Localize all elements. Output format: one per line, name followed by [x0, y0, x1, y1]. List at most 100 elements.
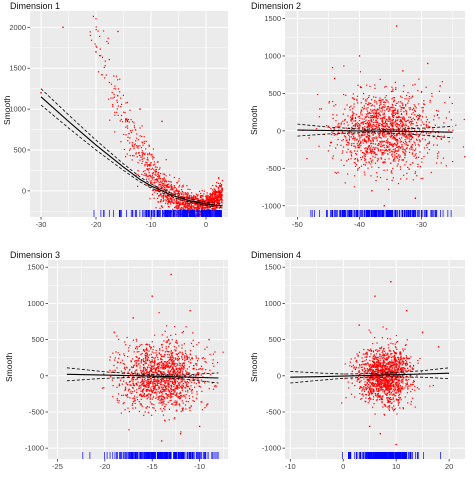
- scatter-point: [206, 200, 207, 201]
- scatter-point: [181, 356, 182, 357]
- scatter-point: [161, 400, 162, 401]
- scatter-point: [154, 179, 155, 180]
- scatter-point: [193, 197, 194, 198]
- scatter-point: [150, 348, 151, 349]
- scatter-point: [180, 393, 181, 394]
- y-axis-label: Smooth: [249, 106, 259, 135]
- scatter-point: [357, 151, 358, 152]
- scatter-point: [394, 151, 395, 152]
- scatter-point: [319, 116, 320, 117]
- scatter-point: [152, 361, 153, 362]
- scatter-point: [133, 381, 134, 382]
- scatter-point: [409, 96, 410, 97]
- scatter-point: [394, 97, 395, 98]
- scatter-point: [347, 115, 348, 116]
- scatter-point: [441, 139, 442, 140]
- scatter-point: [118, 115, 119, 116]
- scatter-point: [201, 366, 202, 367]
- scatter-point: [129, 389, 130, 390]
- scatter-point: [365, 123, 366, 124]
- scatter-point: [364, 105, 365, 106]
- scatter-point: [142, 161, 143, 162]
- scatter-point: [387, 142, 388, 143]
- scatter-point: [360, 143, 361, 144]
- scatter-point: [183, 408, 184, 409]
- scatter-point: [416, 140, 417, 141]
- scatter-point: [344, 135, 345, 136]
- scatter-point: [183, 394, 184, 395]
- scatter-point: [202, 190, 203, 191]
- scatter-point: [144, 170, 145, 171]
- scatter-point: [203, 357, 204, 358]
- scatter-point: [335, 126, 336, 127]
- scatter-point: [385, 102, 386, 103]
- scatter-point: [220, 183, 221, 184]
- scatter-point: [420, 115, 421, 116]
- scatter-point: [415, 171, 416, 172]
- scatter-point: [155, 361, 156, 362]
- scatter-point: [155, 388, 156, 389]
- outlier-point: [208, 339, 209, 340]
- scatter-point: [172, 352, 173, 353]
- scatter-point: [163, 365, 164, 366]
- scatter-point: [190, 362, 191, 363]
- scatter-point: [157, 357, 158, 358]
- scatter-point: [157, 391, 158, 392]
- scatter-point: [346, 128, 347, 129]
- scatter-point: [397, 139, 398, 140]
- scatter-point: [219, 195, 220, 196]
- plot-background: [285, 11, 465, 217]
- scatter-point: [155, 169, 156, 170]
- scatter-point: [189, 373, 190, 374]
- scatter-point: [206, 207, 207, 208]
- y-tick-label: 1000: [264, 51, 281, 60]
- scatter-point: [193, 375, 194, 376]
- scatter-point: [402, 124, 403, 125]
- scatter-point: [359, 116, 360, 117]
- scatter-point: [130, 360, 131, 361]
- scatter-point: [368, 97, 369, 98]
- scatter-point: [136, 363, 137, 364]
- scatter-point: [412, 154, 413, 155]
- scatter-point: [163, 195, 164, 196]
- scatter-point: [122, 121, 123, 122]
- scatter-point: [392, 168, 393, 169]
- scatter-point: [209, 197, 210, 198]
- scatter-point: [147, 367, 148, 368]
- scatter-point: [152, 359, 153, 360]
- scatter-point: [159, 362, 160, 363]
- scatter-point: [140, 354, 141, 355]
- scatter-point: [145, 360, 146, 361]
- scatter-point: [166, 348, 167, 349]
- scatter-point: [139, 155, 140, 156]
- scatter-point: [178, 207, 179, 208]
- scatter-point: [385, 126, 386, 127]
- outlier-point: [371, 190, 372, 191]
- outlier-point: [334, 78, 335, 79]
- scatter-point: [382, 125, 383, 126]
- scatter-point: [391, 113, 392, 114]
- scatter-point: [149, 407, 150, 408]
- scatter-point: [198, 199, 199, 200]
- scatter-point: [187, 205, 188, 206]
- y-tick-label: -1000: [262, 201, 281, 210]
- scatter-point: [346, 144, 347, 145]
- scatter-point: [170, 185, 171, 186]
- scatter-point: [171, 386, 172, 387]
- scatter-point: [382, 154, 383, 155]
- scatter-point: [149, 360, 150, 361]
- scatter-point: [172, 383, 173, 384]
- scatter-point: [370, 163, 371, 164]
- scatter-point: [153, 169, 154, 170]
- scatter-point: [151, 365, 152, 366]
- scatter-point: [126, 395, 127, 396]
- scatter-point: [166, 388, 167, 389]
- scatter-point: [439, 91, 440, 92]
- scatter-point: [354, 162, 355, 163]
- scatter-point: [140, 385, 141, 386]
- outlier-point: [415, 198, 416, 199]
- scatter-point: [129, 411, 130, 412]
- scatter-point: [379, 123, 380, 124]
- scatter-point: [121, 377, 122, 378]
